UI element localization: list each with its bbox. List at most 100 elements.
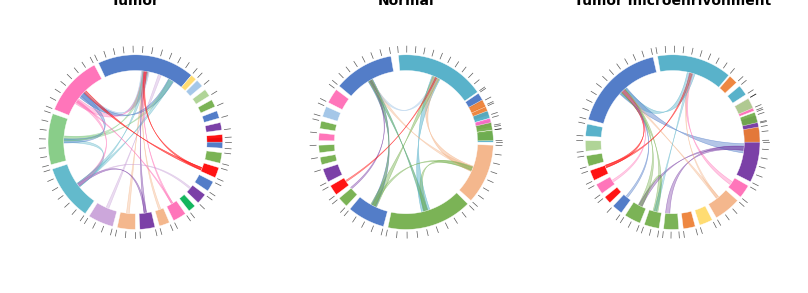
Polygon shape <box>398 55 478 101</box>
Polygon shape <box>179 195 195 211</box>
Polygon shape <box>339 188 357 206</box>
Polygon shape <box>477 132 494 142</box>
Polygon shape <box>181 75 196 91</box>
Polygon shape <box>369 77 438 110</box>
Polygon shape <box>740 112 758 126</box>
Polygon shape <box>588 57 657 124</box>
Polygon shape <box>186 80 202 96</box>
Polygon shape <box>420 160 473 212</box>
Polygon shape <box>320 155 337 165</box>
Polygon shape <box>605 90 644 168</box>
Polygon shape <box>734 98 754 117</box>
Polygon shape <box>187 185 205 203</box>
Polygon shape <box>207 134 223 142</box>
Polygon shape <box>736 115 760 182</box>
Polygon shape <box>622 90 649 198</box>
Polygon shape <box>654 73 692 212</box>
Polygon shape <box>323 164 343 182</box>
Polygon shape <box>368 79 473 171</box>
Polygon shape <box>621 72 695 113</box>
Polygon shape <box>207 138 223 148</box>
Polygon shape <box>202 111 219 122</box>
Polygon shape <box>75 71 148 117</box>
Polygon shape <box>734 98 753 114</box>
Title: Normal: Normal <box>377 0 435 8</box>
Polygon shape <box>590 166 608 180</box>
Polygon shape <box>64 79 173 141</box>
Polygon shape <box>346 77 437 182</box>
Polygon shape <box>475 118 492 128</box>
Polygon shape <box>621 89 654 207</box>
Polygon shape <box>320 121 337 131</box>
Polygon shape <box>64 139 104 187</box>
Title: Tumor: Tumor <box>111 0 160 8</box>
Polygon shape <box>322 107 341 121</box>
Polygon shape <box>638 146 744 207</box>
Polygon shape <box>78 168 146 213</box>
Polygon shape <box>728 178 748 197</box>
Polygon shape <box>585 141 601 151</box>
Polygon shape <box>695 206 713 225</box>
Polygon shape <box>613 195 630 213</box>
Polygon shape <box>318 133 335 141</box>
Polygon shape <box>77 79 173 187</box>
Polygon shape <box>195 175 213 191</box>
Polygon shape <box>620 88 744 153</box>
Polygon shape <box>368 79 389 207</box>
Polygon shape <box>76 100 173 204</box>
Polygon shape <box>350 197 388 226</box>
Polygon shape <box>126 71 147 214</box>
Polygon shape <box>644 210 662 228</box>
Polygon shape <box>471 105 489 120</box>
Polygon shape <box>351 80 385 189</box>
Polygon shape <box>330 178 349 195</box>
Polygon shape <box>685 73 718 198</box>
Polygon shape <box>79 79 174 116</box>
Polygon shape <box>469 100 486 113</box>
Polygon shape <box>475 120 492 130</box>
Polygon shape <box>89 203 117 226</box>
Polygon shape <box>166 201 185 221</box>
Polygon shape <box>54 65 102 115</box>
Polygon shape <box>368 79 427 212</box>
Polygon shape <box>625 202 646 223</box>
Polygon shape <box>417 76 440 212</box>
Polygon shape <box>720 76 737 93</box>
Polygon shape <box>368 79 389 207</box>
Polygon shape <box>596 177 615 193</box>
Polygon shape <box>681 211 695 229</box>
Polygon shape <box>605 73 692 168</box>
Polygon shape <box>205 122 222 132</box>
Polygon shape <box>99 55 191 87</box>
Polygon shape <box>621 89 661 212</box>
Polygon shape <box>319 145 335 153</box>
Polygon shape <box>622 90 719 199</box>
Polygon shape <box>64 93 105 143</box>
Polygon shape <box>388 193 468 229</box>
Polygon shape <box>727 86 746 103</box>
Polygon shape <box>339 56 393 96</box>
Polygon shape <box>48 114 68 165</box>
Polygon shape <box>459 145 493 201</box>
Polygon shape <box>686 73 732 185</box>
Polygon shape <box>117 212 136 229</box>
Polygon shape <box>155 208 170 226</box>
Polygon shape <box>143 71 202 170</box>
Polygon shape <box>639 175 662 212</box>
Polygon shape <box>709 190 738 218</box>
Polygon shape <box>79 71 149 115</box>
Polygon shape <box>204 151 222 163</box>
Polygon shape <box>106 74 161 209</box>
Polygon shape <box>141 71 146 213</box>
Polygon shape <box>658 55 729 87</box>
Polygon shape <box>192 90 209 104</box>
Polygon shape <box>64 71 148 141</box>
Polygon shape <box>612 90 646 182</box>
Polygon shape <box>605 187 621 203</box>
Polygon shape <box>77 71 147 187</box>
Polygon shape <box>76 100 107 186</box>
Polygon shape <box>663 213 679 229</box>
Polygon shape <box>426 76 473 172</box>
Polygon shape <box>477 130 494 141</box>
Polygon shape <box>200 163 219 178</box>
